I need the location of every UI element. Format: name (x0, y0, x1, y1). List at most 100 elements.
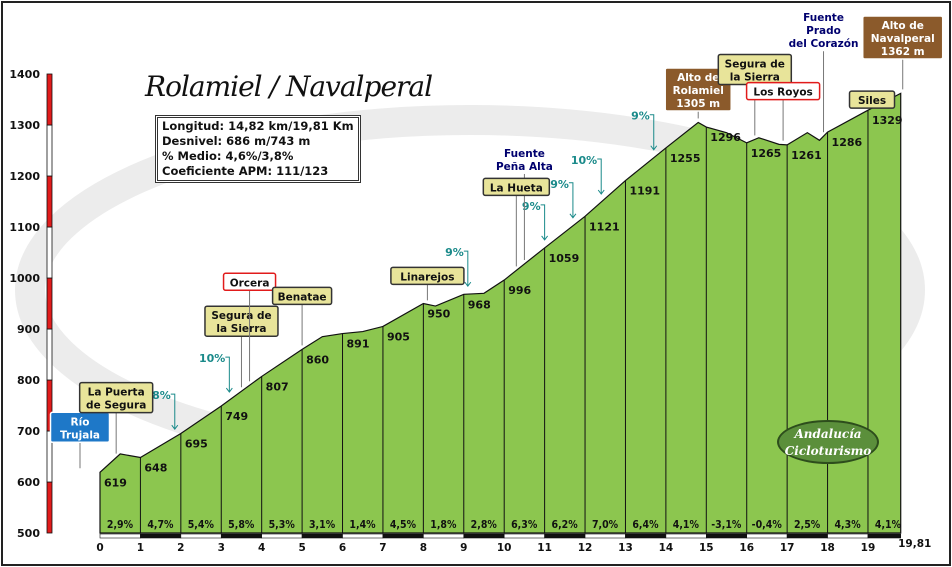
x-tick-label: 9 (460, 542, 467, 554)
andalucia-cicloturismo-logo: Andalucía Cicloturismo (777, 420, 879, 464)
x-tick-label: 0 (96, 542, 103, 554)
ramp-arrow-icon (463, 250, 472, 287)
ramp-gradient-label: 9% (445, 246, 464, 259)
place-label: Río (71, 416, 90, 428)
place-sign-yellow (482, 177, 551, 197)
place-label: Los Royos (753, 87, 812, 99)
place-sign-yellow (204, 305, 279, 337)
km-bar-segment (382, 533, 424, 539)
km-elevation-label: 1255 (670, 152, 701, 165)
km-bar-segment (705, 533, 748, 539)
y-tick-label: 800 (17, 374, 40, 387)
x-tick-label: 2 (177, 542, 184, 554)
km-bar-segment (584, 533, 626, 539)
km-bar-segment (261, 533, 303, 539)
km-elevation-label: 860 (306, 353, 329, 366)
ramp-gradient-label: 8% (152, 389, 171, 402)
km-bar-segment (99, 533, 141, 539)
place-label: la Sierra (216, 323, 266, 335)
ramp-gradient-label: 9% (550, 178, 569, 191)
segment-gradient-label: 2,5% (794, 519, 821, 531)
x-tick-label: 8 (420, 542, 427, 554)
km-bar-segment (544, 533, 586, 539)
x-tick-label: 12 (578, 542, 593, 554)
segment-gradient-label: 5,3% (269, 519, 296, 531)
y-axis-scale-segment (46, 175, 53, 228)
km-elevation-label: 619 (104, 476, 127, 489)
segment-gradient-label: 4,7% (147, 519, 174, 531)
x-tick-label: 1 (137, 542, 144, 554)
km-bar-segment (625, 533, 667, 539)
logo-line1: Andalucía (794, 427, 862, 441)
y-axis-scale-segment (46, 328, 53, 381)
km-elevation-label: 950 (427, 308, 450, 321)
km-bar-segment (503, 533, 545, 539)
segment-gradient-label: 2,9% (107, 519, 134, 531)
segment-gradient-label: 5,8% (228, 519, 255, 531)
km-elevation-label: 1296 (710, 131, 741, 144)
ramp-arrow-icon (568, 182, 577, 219)
y-axis-scale-segment (46, 226, 53, 279)
place-label: Linarejos (400, 271, 454, 283)
ramp-gradient-label: 9% (522, 200, 541, 213)
y-tick-label: 700 (17, 425, 40, 438)
x-tick-label: 10 (497, 542, 512, 554)
km-elevation-label: 891 (347, 338, 370, 351)
km-bar-segment (180, 533, 222, 539)
place-label: La Hueta (490, 182, 543, 194)
km-bar-segment (301, 533, 343, 539)
km-elevation-label: 807 (266, 380, 289, 393)
segment-gradient-label: 5,4% (188, 519, 215, 531)
segment-gradient-label: 4,1% (673, 519, 700, 531)
place-label: Alto de (677, 72, 719, 84)
place-label: La Puerta (88, 387, 145, 399)
place-label: Orcera (230, 277, 270, 289)
x-tick-label: 19,81 (898, 538, 931, 550)
place-label: Segura de (725, 58, 785, 70)
km-bar-segment (463, 533, 505, 539)
logo-line2: Cicloturismo (784, 444, 872, 458)
y-tick-label: 900 (17, 323, 40, 336)
info-apm: Coeficiente APM: 111/123 (162, 164, 329, 178)
info-medio: % Medio: 4,6%/3,8% (162, 149, 294, 163)
x-tick-label: 19 (861, 542, 876, 554)
info-longitud: Longitud: 14,82 km/19,81 Km (162, 119, 354, 133)
km-elevation-label: 1286 (832, 136, 863, 149)
y-axis-scale-segment (46, 277, 53, 330)
segment-gradient-label: 6,3% (511, 519, 538, 531)
segment-gradient-label: 2,8% (471, 519, 498, 531)
x-tick-label: 17 (780, 542, 795, 554)
segment-gradient-label: -0,4% (752, 519, 783, 531)
segment-gradient-label: 4,5% (390, 519, 417, 531)
x-tick-label: 5 (298, 542, 305, 554)
place-label: Benatae (278, 291, 327, 303)
ramp-gradient-label: 9% (631, 110, 650, 123)
place-sign-brown (861, 15, 944, 60)
place-sign-white (222, 272, 277, 292)
segment-gradient-label: -3,1% (711, 519, 742, 531)
place-label: Rolamiel (673, 85, 724, 97)
y-tick-label: 1200 (9, 170, 40, 183)
km-bar-segment (746, 533, 788, 539)
km-elevation-label: 695 (185, 438, 208, 451)
km-elevation-label: 996 (508, 284, 531, 297)
km-elevation-label: 1191 (629, 185, 660, 198)
place-sign-yellow (390, 266, 465, 286)
km-bar-segment (665, 533, 707, 539)
info-box: Longitud: 14,82 km/19,81 Km Desnivel: 68… (155, 115, 361, 183)
y-tick-label: 600 (17, 476, 40, 489)
x-tick-label: 18 (820, 542, 835, 554)
place-label: Alto de (882, 20, 924, 32)
x-tick-label: 14 (659, 542, 674, 554)
place-label: Prado (806, 25, 841, 37)
km-bar-segment (220, 533, 262, 539)
km-elevation-label: 749 (225, 410, 248, 423)
place-sign-brown (664, 67, 732, 112)
x-tick-label: 13 (618, 542, 633, 554)
place-label: del Corazón (789, 38, 859, 50)
place-label: Segura de (211, 310, 271, 322)
x-tick-label: 6 (339, 542, 346, 554)
ramp-arrow-icon (170, 393, 179, 430)
